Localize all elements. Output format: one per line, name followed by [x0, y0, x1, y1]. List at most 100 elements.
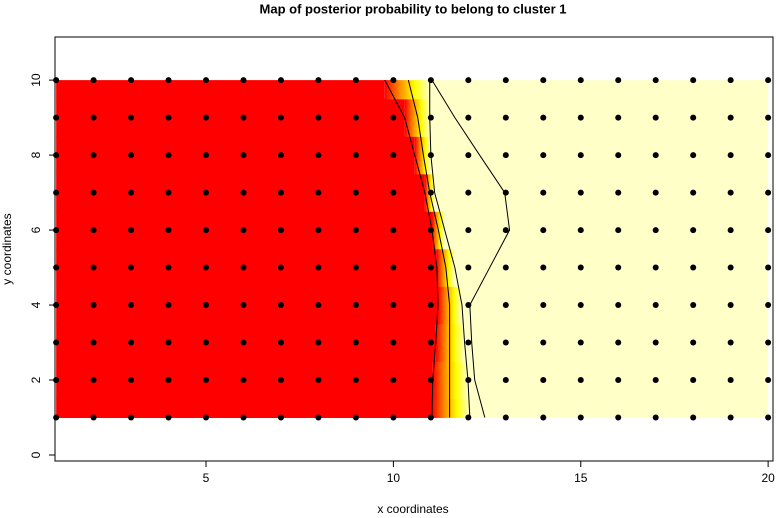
- point: [128, 152, 135, 159]
- point: [53, 339, 60, 346]
- point: [128, 77, 135, 84]
- point: [577, 264, 584, 271]
- point: [615, 264, 622, 271]
- point: [502, 302, 509, 309]
- point: [465, 189, 472, 196]
- point: [690, 339, 697, 346]
- transition-region: [431, 398, 470, 419]
- point: [240, 189, 247, 196]
- contour-line: [429, 80, 471, 418]
- point: [315, 377, 322, 384]
- x-tick-label: 20: [761, 471, 775, 485]
- transition-region: [435, 323, 465, 362]
- point: [427, 189, 434, 196]
- point: [615, 414, 622, 421]
- point: [277, 189, 284, 196]
- point: [577, 114, 584, 121]
- point: [240, 227, 247, 234]
- point: [128, 189, 135, 196]
- point: [240, 377, 247, 384]
- point: [427, 377, 434, 384]
- point: [652, 152, 659, 159]
- point: [727, 264, 734, 271]
- point: [390, 302, 397, 309]
- point: [90, 114, 97, 121]
- y-tick-label: 6: [29, 226, 43, 233]
- point: [277, 227, 284, 234]
- point: [540, 227, 547, 234]
- point: [90, 152, 97, 159]
- point: [53, 414, 60, 421]
- point: [765, 264, 772, 271]
- point: [690, 377, 697, 384]
- point: [727, 189, 734, 196]
- point: [240, 114, 247, 121]
- point: [315, 339, 322, 346]
- point: [727, 227, 734, 234]
- point: [690, 189, 697, 196]
- transition-region: [432, 361, 468, 400]
- y-axis-label: y coordinates: [0, 213, 14, 284]
- point: [577, 189, 584, 196]
- point: [315, 189, 322, 196]
- point: [203, 77, 210, 84]
- point: [165, 264, 172, 271]
- point: [502, 414, 509, 421]
- point: [390, 152, 397, 159]
- y-tick-label: 10: [29, 73, 43, 87]
- point: [502, 377, 509, 384]
- point: [577, 152, 584, 159]
- point: [577, 339, 584, 346]
- point: [315, 264, 322, 271]
- point: [277, 377, 284, 384]
- point: [465, 227, 472, 234]
- point: [765, 189, 772, 196]
- point: [390, 77, 397, 84]
- point: [727, 77, 734, 84]
- point: [652, 377, 659, 384]
- y-tick-label: 4: [29, 301, 43, 308]
- y-tick-label: 0: [29, 451, 43, 458]
- pale-region: [434, 173, 769, 212]
- point: [165, 152, 172, 159]
- point: [90, 264, 97, 271]
- point: [690, 77, 697, 84]
- point: [690, 152, 697, 159]
- point: [128, 339, 135, 346]
- point: [465, 264, 472, 271]
- point: [765, 227, 772, 234]
- point: [427, 227, 434, 234]
- point: [615, 302, 622, 309]
- point: [727, 302, 734, 309]
- point: [203, 264, 210, 271]
- point: [690, 302, 697, 309]
- point: [128, 227, 135, 234]
- point: [615, 339, 622, 346]
- point: [502, 114, 509, 121]
- point: [240, 264, 247, 271]
- point: [540, 114, 547, 121]
- point: [465, 152, 472, 159]
- point: [615, 189, 622, 196]
- point: [765, 414, 772, 421]
- point: [540, 77, 547, 84]
- point: [277, 152, 284, 159]
- red-region: [56, 173, 425, 212]
- pale-region: [461, 286, 769, 325]
- point: [727, 377, 734, 384]
- point: [315, 77, 322, 84]
- point: [203, 114, 210, 121]
- plot-frame: [54, 36, 774, 462]
- point: [203, 377, 210, 384]
- point: [315, 302, 322, 309]
- point: [652, 114, 659, 121]
- point: [390, 114, 397, 121]
- point: [727, 414, 734, 421]
- red-region: [56, 398, 432, 419]
- point: [277, 264, 284, 271]
- point: [502, 152, 509, 159]
- x-tick-label: 10: [387, 471, 401, 485]
- point: [540, 189, 547, 196]
- point: [315, 414, 322, 421]
- point: [540, 302, 547, 309]
